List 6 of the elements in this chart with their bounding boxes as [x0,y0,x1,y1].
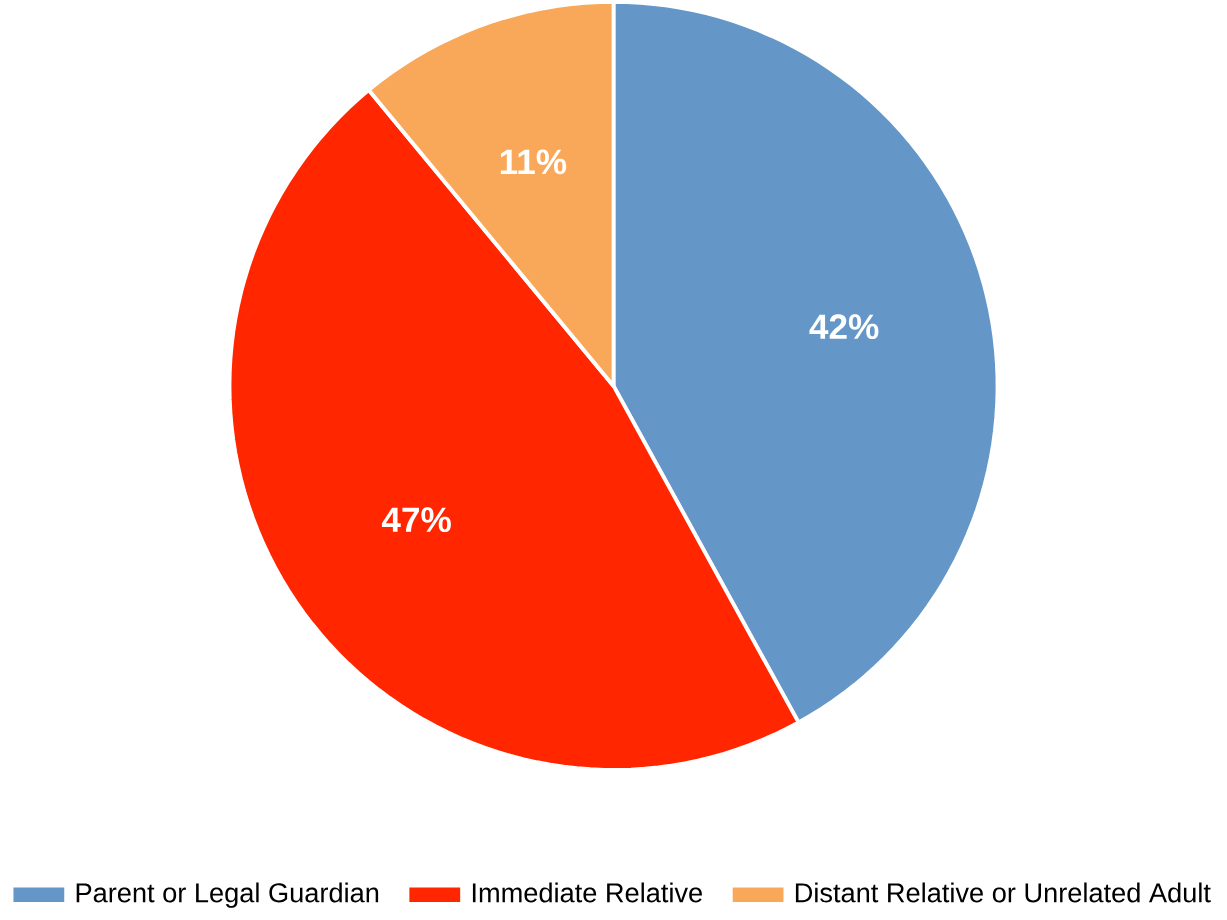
data-label: 47% [381,507,451,533]
legend-label: Immediate Relative [472,882,702,903]
data-label: 42% [809,314,879,340]
legend-label: Parent or Legal Guardian [76,882,379,908]
data-label: 11% [500,149,567,175]
legend-label: Distant Relative or Unrelated Adult [795,882,1211,903]
